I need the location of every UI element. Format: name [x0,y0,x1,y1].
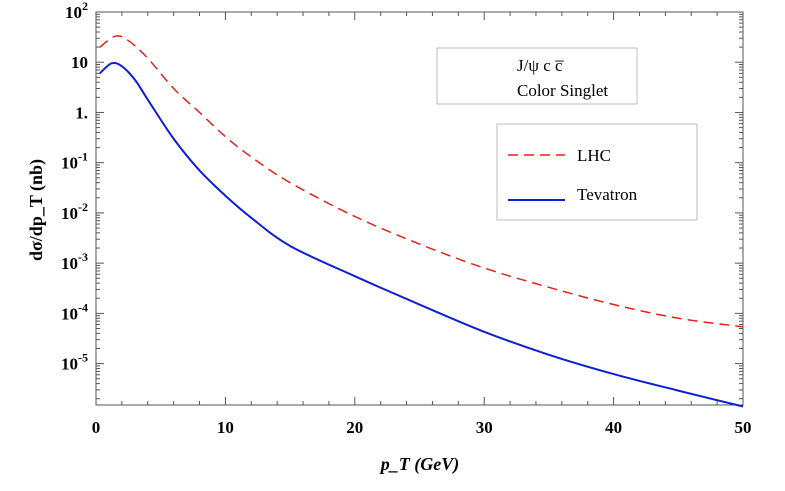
x-tick-label: 0 [92,418,101,437]
y-tick-label: 10 [71,53,88,72]
legend-frame [496,123,698,221]
y-axis-title: dσ/dp_T (nb) [26,159,47,261]
legend-label-tevatron: Tevatron [577,185,638,204]
legend-label-lhc: LHC [577,146,611,165]
x-tick-label: 40 [605,418,622,437]
y-tick-label: 10-3 [61,250,88,273]
x-tick-label: 50 [735,418,752,437]
ticks-layer: 0 10 20 30 40 50 102 10 1. 10-1 10-2 10-3 10-4 10-5 [61,0,752,437]
x-tick-label: 10 [217,418,234,437]
y-tick-label: 10-2 [61,200,88,223]
x-tick-label: 30 [476,418,493,437]
y-tick-label: 10-1 [61,150,88,173]
x-tick-label: 20 [346,418,363,437]
x-axis-title: p_T (GeV) [379,454,459,475]
y-tick-label: 10-5 [61,351,88,374]
legend: LHC Tevatron [496,123,698,221]
annotation-line-1: J/ψ c c̅ [517,56,565,75]
y-tick-label: 10-4 [61,300,88,323]
y-tick-label: 1. [75,103,88,122]
annotation-line-2: Color Singlet [517,81,608,100]
series-line-tevatron [99,61,744,408]
series-line-lhc [99,35,744,328]
plot-frame [95,11,744,406]
y-tick-label: 102 [65,0,88,22]
series-layer [99,35,744,408]
annotation-box: J/ψ c c̅ Color Singlet [436,47,638,105]
